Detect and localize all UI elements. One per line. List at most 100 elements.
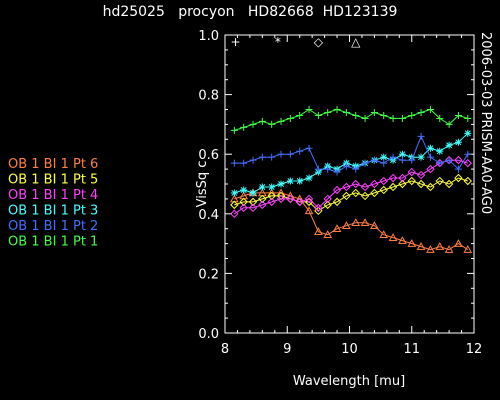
- data-point: [435, 242, 445, 250]
- side-label: 2006-03-03 PRISM-AA0-AG0: [478, 32, 493, 214]
- data-point: [360, 182, 370, 192]
- x-tick-label: 9: [283, 342, 291, 357]
- data-point: [416, 179, 426, 189]
- data-point: [240, 159, 248, 167]
- data-point: [444, 179, 454, 189]
- data-point: [305, 144, 313, 152]
- data-point: [445, 120, 453, 128]
- data-point: [249, 156, 257, 164]
- series-line: [234, 135, 469, 173]
- data-point: [463, 176, 472, 186]
- data-point: [454, 155, 463, 165]
- data-point: [398, 156, 406, 164]
- series-3: [230, 155, 472, 219]
- data-point: [296, 177, 304, 185]
- series-1: [229, 188, 473, 253]
- x-axis-label: Wavelength [mu]: [293, 374, 405, 389]
- data-point: [408, 156, 416, 164]
- data-point: [370, 188, 379, 198]
- data-point: [380, 159, 388, 167]
- y-axis-label: VisSq c: [195, 161, 210, 208]
- legend-entry: OB 1 BI 1 Pt 5: [8, 173, 98, 188]
- data-point: [239, 197, 248, 207]
- series-line: [234, 132, 469, 194]
- data-point: [445, 156, 453, 164]
- data-point: [304, 194, 314, 204]
- data-point: [436, 114, 444, 122]
- data-point: [305, 106, 313, 113]
- legend-entry: OB 1 BI 1 Pt 1: [8, 235, 98, 250]
- data-point: [389, 114, 397, 122]
- data-point: [370, 108, 378, 116]
- data-point: [426, 164, 435, 174]
- data-point: [454, 165, 462, 173]
- data-point: [416, 242, 426, 250]
- data-point: [314, 227, 323, 235]
- data-point: [314, 203, 323, 213]
- y-tick-label: 0.4: [198, 208, 219, 223]
- y-tick-label: 1.0: [198, 29, 219, 44]
- data-point: [342, 221, 351, 230]
- data-point: [230, 200, 239, 210]
- data-point: [407, 167, 416, 177]
- data-point: [454, 173, 463, 183]
- data-point: [454, 111, 462, 119]
- data-point: [370, 156, 378, 164]
- data-point: [296, 147, 304, 155]
- data-point: [342, 162, 350, 170]
- data-point: [342, 182, 351, 192]
- data-point: [444, 245, 454, 253]
- data-point: [268, 153, 276, 161]
- series-line: [234, 108, 468, 131]
- data-point: [267, 191, 276, 201]
- data-point: [426, 106, 434, 113]
- symbol-key: + * ◇ △: [231, 35, 362, 49]
- series-line: [234, 159, 468, 215]
- data-point: [454, 239, 463, 247]
- x-tick-label: 12: [466, 342, 483, 357]
- data-point: [464, 150, 472, 158]
- y-tick-label: 0.6: [198, 148, 219, 163]
- data-point: [407, 176, 416, 186]
- series-4: [230, 129, 472, 197]
- data-point: [351, 218, 361, 227]
- data-point: [360, 218, 370, 227]
- data-point: [370, 221, 379, 230]
- data-point: [398, 114, 406, 122]
- data-point: [352, 111, 360, 119]
- data-point: [258, 194, 267, 204]
- data-point: [314, 111, 322, 119]
- data-point: [379, 230, 389, 238]
- symbol-key-item: *: [275, 35, 281, 49]
- data-point: [464, 129, 472, 137]
- data-point: [408, 111, 416, 119]
- data-point: [323, 194, 332, 204]
- data-point: [333, 106, 341, 113]
- data-point: [417, 132, 425, 140]
- data-point: [454, 138, 462, 146]
- data-point: [380, 153, 388, 161]
- data-point: [398, 236, 407, 244]
- data-point: [435, 176, 444, 186]
- data-point: [388, 182, 398, 192]
- data-point: [277, 117, 285, 125]
- data-point: [445, 141, 453, 149]
- data-point: [230, 159, 238, 167]
- data-point: [276, 194, 286, 204]
- y-tick-label: 0.0: [198, 327, 219, 342]
- data-point: [249, 189, 257, 197]
- data-point: [332, 197, 342, 207]
- series-6: [230, 106, 472, 134]
- x-tick-label: 11: [403, 342, 420, 357]
- symbol-key-item: △: [351, 35, 361, 49]
- legend-entry: OB 1 BI 1 Pt 6: [8, 157, 98, 172]
- data-point: [286, 177, 294, 185]
- x-tick-label: 8: [221, 342, 229, 357]
- data-point: [426, 245, 435, 253]
- data-point: [380, 111, 388, 119]
- x-axis: 8 9 10 11 12: [221, 35, 482, 357]
- data-point: [342, 108, 350, 116]
- y-tick-label: 0.8: [198, 89, 219, 104]
- data-point: [268, 183, 276, 191]
- data-point: [360, 191, 370, 201]
